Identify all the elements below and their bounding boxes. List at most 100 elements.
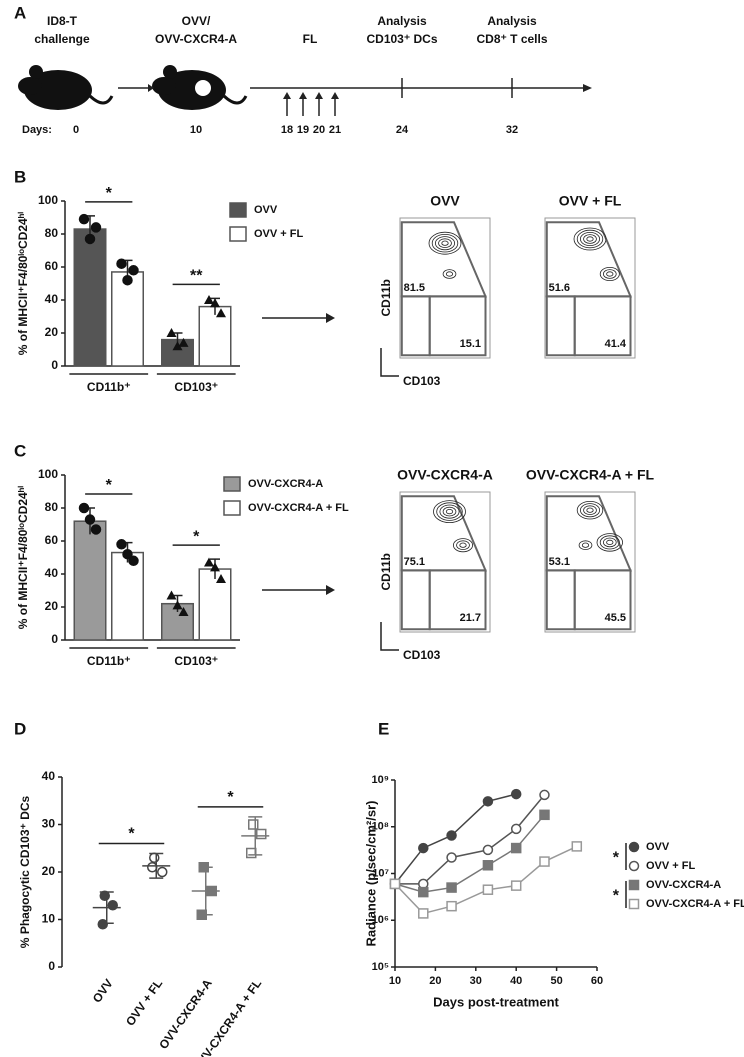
marker [128, 555, 139, 567]
panel-label: B [14, 167, 26, 186]
error-bar [99, 891, 114, 925]
plot-frame [399, 491, 491, 633]
arrowhead [326, 585, 335, 595]
legend-marker [628, 860, 640, 872]
contour [439, 504, 460, 519]
timeline-label: OVV/ [182, 14, 211, 28]
contour [442, 269, 457, 279]
timeline-label: challenge [34, 32, 90, 46]
contour [599, 535, 620, 550]
marker [256, 828, 267, 840]
marker [539, 809, 550, 821]
gate [428, 569, 487, 631]
x-tick-label: CD103⁺ [174, 654, 218, 668]
y-tick-label: 30 [42, 817, 56, 831]
gate [573, 295, 632, 357]
significance-label: * [106, 477, 113, 494]
x-tick-label: 40 [510, 975, 522, 987]
day-label: 0 [73, 124, 79, 136]
contour [445, 271, 454, 277]
timeline-label: CD8⁺ T cells [476, 32, 547, 46]
marker [204, 557, 214, 567]
marker [210, 298, 220, 308]
y-tick-label: 0 [48, 959, 55, 973]
marker [178, 337, 189, 347]
axis-arrow [380, 622, 399, 651]
timeline-label: FL [303, 32, 318, 46]
contour [452, 538, 473, 553]
gate [428, 295, 487, 357]
panel-label: E [378, 719, 389, 738]
legend-label: OVV + FL [646, 860, 695, 872]
x-tick-label: CD103⁺ [174, 380, 218, 394]
marker [166, 328, 177, 337]
day-label: 21 [329, 124, 341, 136]
panel-label: A [14, 3, 26, 22]
flow-y-label: CD11b [379, 553, 393, 590]
contour [578, 540, 593, 550]
marker [107, 900, 118, 911]
significance-label: * [227, 789, 234, 806]
y-tick-label: 10⁵ [372, 961, 389, 973]
error-bar [198, 866, 213, 916]
contour [573, 227, 607, 251]
y-tick-label: 40 [42, 769, 56, 783]
contour [436, 502, 463, 521]
significance-label: * [193, 528, 200, 545]
legend-label: OVV-CXCR4-A [646, 879, 721, 891]
x-tick-label: OVV [90, 977, 116, 1006]
contour [583, 234, 597, 244]
significance-label: * [613, 850, 620, 867]
legend-swatch [223, 476, 241, 492]
plot-title: OVV-CXCR4-A + FL [526, 467, 655, 483]
panel-label: C [14, 441, 26, 460]
legend-label: OVV-CXCR4-A + FL [248, 502, 349, 514]
bar [111, 271, 144, 367]
contour [602, 269, 617, 279]
marker [389, 878, 401, 890]
series-line [394, 793, 517, 885]
marker [97, 919, 108, 930]
y-tick-label: 10⁶ [372, 914, 389, 926]
contour [586, 236, 594, 242]
gate-value: 45.5 [605, 612, 626, 624]
x-tick-label: OVV-CXCR4-A [156, 976, 215, 1051]
contour [580, 503, 601, 518]
marker [122, 548, 133, 560]
marker [510, 842, 522, 854]
y-tick-label: 40 [45, 566, 59, 580]
y-tick-label: 0 [51, 632, 58, 646]
timeline-label: Analysis [377, 14, 427, 28]
marker [116, 258, 127, 269]
marker [446, 900, 457, 912]
x-axis-label: Days post-treatment [433, 994, 559, 1009]
marker [246, 847, 257, 859]
marker [446, 852, 457, 863]
flow-y-label: CD11b [379, 279, 393, 316]
y-axis-label: % of MHCII⁺F4/80ˡᵒCD24ʰⁱ [16, 212, 30, 356]
contour [596, 533, 624, 552]
y-tick-label: 100 [38, 467, 58, 481]
legend-label: OVV-CXCR4-A [248, 478, 323, 490]
contour [606, 539, 614, 546]
day-label: 19 [297, 124, 309, 136]
contour [433, 500, 466, 524]
marker [149, 852, 160, 863]
timeline-label: CD103⁺ DCs [366, 32, 437, 46]
y-axis-label: % of MHCII⁺F4/80ˡᵒCD24ʰⁱ [16, 486, 30, 630]
significance-label: * [613, 888, 620, 905]
marker [128, 265, 139, 276]
y-tick-label: 10 [42, 912, 56, 926]
x-tick-label: OVV + FL [123, 977, 165, 1029]
contour [576, 501, 604, 520]
marker [157, 866, 168, 878]
y-tick-label: 20 [42, 864, 56, 878]
x-tick-label: 10 [389, 975, 401, 987]
marker [172, 341, 183, 351]
marker [166, 590, 177, 600]
legend-swatch [229, 202, 247, 218]
arrowhead [315, 92, 323, 99]
significance-label: * [128, 826, 135, 843]
gate-value: 75.1 [404, 556, 425, 568]
y-tick-label: 60 [45, 259, 59, 273]
